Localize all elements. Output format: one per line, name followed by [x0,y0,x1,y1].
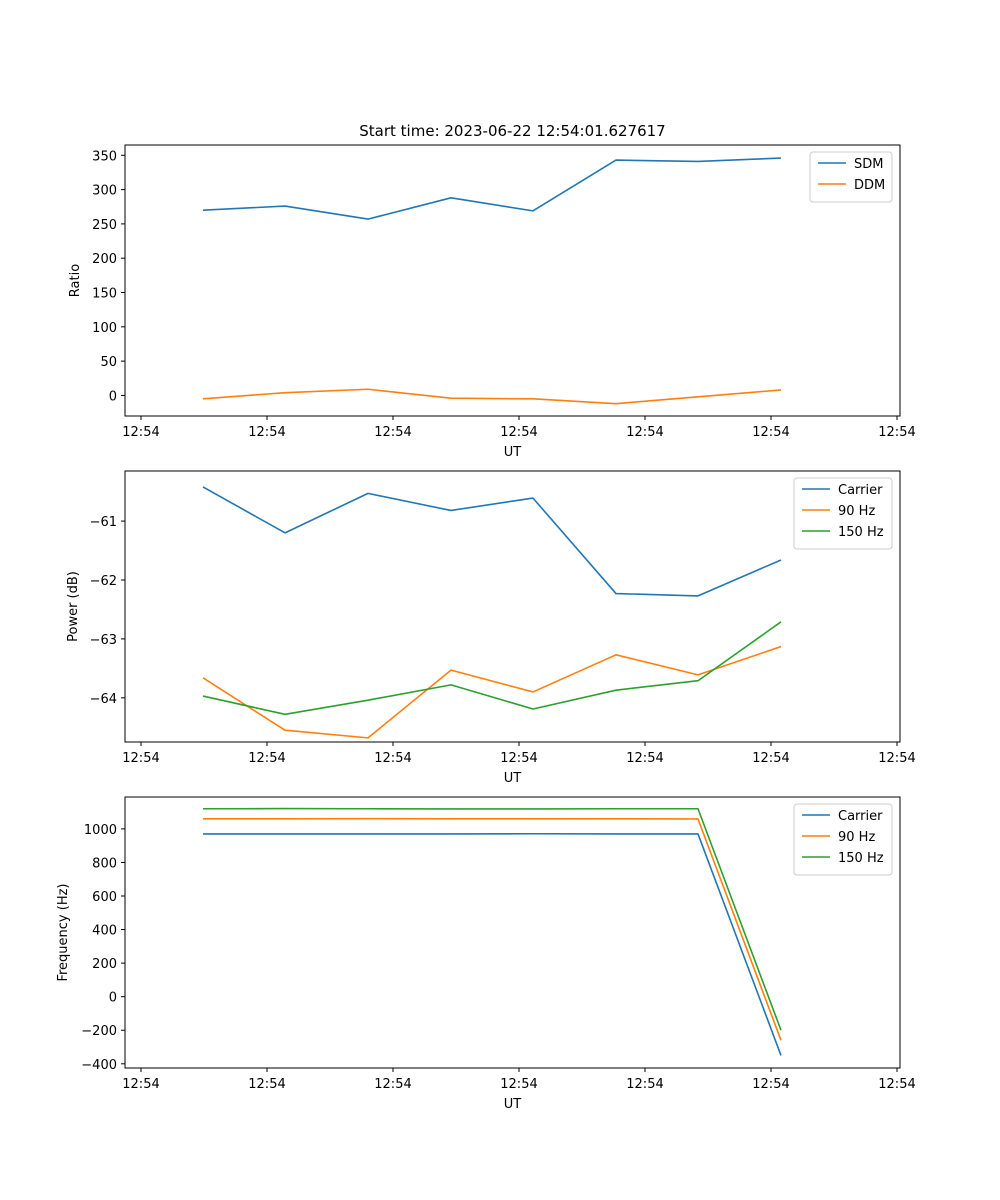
ratio-y-tick-label: 200 [92,252,117,267]
power-x-tick-label: 12:54 [626,751,663,766]
frequency-y-tick-label: 600 [92,890,117,905]
ratio-panel: 12:54 12:54 12:54 12:54 12:54 12:54 12:54 UT 0 50… [68,144,916,460]
frequency-y-tick-label: 1000 [84,823,117,838]
power-y-tick-label: −62 [90,574,117,589]
power-x-tick-label: 12:54 [752,751,789,766]
frequency-legend-label: 90 Hz [838,830,875,845]
ratio-legend-label: DDM [854,178,885,193]
frequency-x-tick-label: 12:54 [626,1077,663,1092]
frequency-y-tick-label: 0 [109,991,117,1006]
ratio-y-tick-label: 0 [109,389,117,404]
ratio-y-tick-label: 50 [100,355,117,370]
power-series-line-carrier [202,486,782,597]
ratio-x-tick-label: 12:54 [500,425,537,440]
ratio-y-tick-label: 250 [92,218,117,233]
frequency-y-axis-label: Frequency (Hz) [56,883,71,981]
figure-title: Start time: 2023-06-22 12:54:01.627617 [359,122,665,140]
ratio-y-tick-label: 300 [92,184,117,199]
frequency-legend-label: 150 Hz [838,851,884,866]
ratio-legend-box [809,151,893,203]
power-panel: 12:54 12:54 12:54 12:54 12:54 12:54 12:54 UT −64… [66,470,916,786]
power-x-tick-label: 12:54 [122,751,159,766]
ratio-x-tick-label: 12:54 [752,425,789,440]
power-y-tick-label: −64 [90,692,117,707]
ratio-x-tick-label: 12:54 [248,425,285,440]
ratio-x-tick-label: 12:54 [626,425,663,440]
frequency-x-tick-label: 12:54 [122,1077,159,1092]
power-x-axis-label: UT [504,771,522,786]
panels: 12:54 12:54 12:54 12:54 12:54 12:54 12:54 UT 0 50… [56,144,916,1112]
frequency-legend-label: Carrier [838,809,883,824]
frequency-y-tick-label: 800 [92,856,117,871]
ratio-series-line-sdm [202,157,782,220]
frequency-x-tick-label: 12:54 [878,1077,915,1092]
power-x-tick-label: 12:54 [248,751,285,766]
frequency-series-line-150-hz [202,807,782,1031]
power-legend-label: 150 Hz [838,525,884,540]
ratio-x-tick-label: 12:54 [374,425,411,440]
power-y-axis-label: Power (dB) [66,571,81,642]
frequency-series-line-carrier [203,832,782,1056]
frequency-x-axis-label: UT [504,1097,522,1112]
frequency-x-tick-label: 12:54 [374,1077,411,1092]
power-axes-frame [124,470,901,743]
ratio-x-tick-label: 12:54 [122,425,159,440]
frequency-series-line-90-hz [203,817,782,1041]
power-legend-label: Carrier [838,483,883,498]
frequency-x-tick-label: 12:54 [248,1077,285,1092]
frequency-y-tick-label: 200 [92,957,117,972]
power-legend-label: 90 Hz [838,504,875,519]
ratio-y-tick-label: 150 [92,287,117,302]
power-y-tick-label: −61 [90,515,117,530]
ratio-legend-label: SDM [854,157,883,172]
power-x-tick-label: 12:54 [500,751,537,766]
power-series-line-90-hz [202,645,782,739]
ratio-y-tick-label: 350 [92,149,117,164]
power-x-tick-label: 12:54 [878,751,915,766]
frequency-legend: Carrier 90 Hz 150 Hz [793,803,893,876]
ratio-x-tick-label: 12:54 [878,425,915,440]
power-series-line-150-hz [202,621,782,716]
power-legend: Carrier 90 Hz 150 Hz [793,477,893,550]
frequency-x-tick-label: 12:54 [752,1077,789,1092]
power-x-tick-label: 12:54 [374,751,411,766]
power-y-tick-label: −63 [90,633,117,648]
frequency-y-tick-label: −200 [81,1024,117,1039]
ratio-x-axis-label: UT [504,445,522,460]
frequency-y-tick-label: −400 [81,1058,117,1073]
frequency-panel: 12:54 12:54 12:54 12:54 12:54 12:54 12:54 UT −40… [56,796,916,1112]
ratio-y-axis-label: Ratio [68,264,83,297]
frequency-y-tick-label: 400 [92,924,117,939]
frequency-x-tick-label: 12:54 [500,1077,537,1092]
ratio-axes-frame [124,144,901,417]
ratio-legend: SDM DDM [809,151,893,203]
ratio-y-tick-label: 100 [92,321,117,336]
ratio-series-line-ddm [202,388,782,405]
frequency-axes-frame [124,796,901,1069]
